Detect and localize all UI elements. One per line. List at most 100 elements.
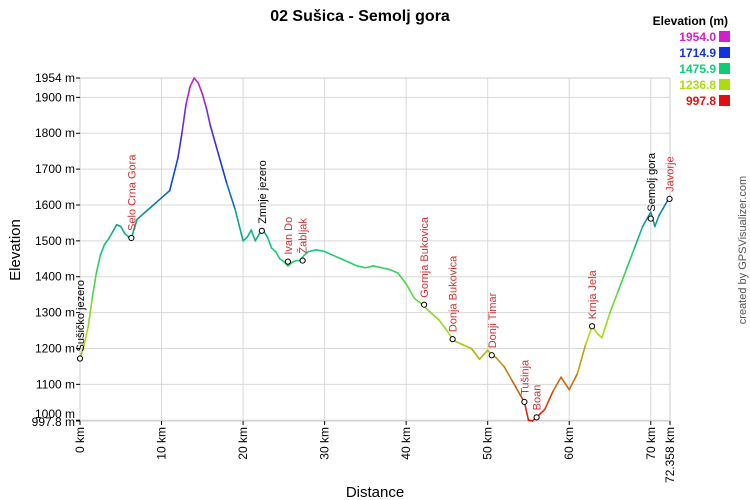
y-tick-label: 1000 m — [35, 407, 75, 421]
elevation-segment — [303, 250, 310, 257]
waypoint-marker — [258, 227, 265, 234]
legend-label: 1236.8 — [679, 78, 716, 92]
elevation-segment — [584, 325, 593, 346]
elevation-segment — [181, 103, 187, 135]
y-tick-label: 1954 m — [35, 71, 75, 85]
y-tick-label: 1600 m — [35, 198, 75, 212]
y-tick-label: 1400 m — [35, 270, 75, 284]
elevation-segment — [95, 254, 102, 274]
elevation-segment — [201, 92, 208, 109]
elevation-segment — [242, 236, 248, 242]
x-axis-label: Distance — [346, 484, 404, 500]
elevation-segment — [91, 272, 98, 300]
elevation-segment — [189, 77, 195, 88]
elevation-segment — [560, 376, 571, 391]
elevation-segment — [380, 266, 391, 271]
waypoint-marker — [521, 398, 528, 406]
waypoint-label: Sušičko jezero — [75, 280, 87, 352]
elevation-segment — [107, 231, 114, 240]
chart-title: 02 Sušica - Semolj gora — [270, 8, 450, 25]
waypoint-marker — [647, 215, 654, 222]
legend-swatch — [719, 31, 730, 42]
elevation-segment — [136, 211, 147, 221]
elevation-segment — [645, 211, 652, 221]
elevation-segment — [246, 229, 253, 239]
elevation-segment — [617, 268, 628, 292]
elevation-segment — [413, 297, 424, 306]
waypoint-marker — [588, 323, 596, 330]
waypoint-label: Semolj gora — [646, 152, 658, 212]
elevation-segment — [364, 265, 375, 269]
elevation-segment — [356, 265, 367, 269]
elevation-segment — [601, 311, 611, 339]
waypoint-label: Boan — [532, 385, 544, 411]
y-axis-label: Elevation — [7, 219, 24, 281]
waypoint-label: Ivan Do — [283, 217, 295, 255]
x-tick-label: 20 km — [236, 427, 250, 460]
y-tick-label: 1100 m — [36, 377, 75, 391]
elevation-segment — [323, 250, 334, 257]
elevation-segment — [511, 379, 522, 396]
elevation-segment — [315, 249, 326, 253]
elevation-segment — [348, 261, 359, 267]
elevation-segment — [99, 243, 106, 257]
waypoint-marker — [128, 234, 135, 242]
waypoint-marker — [420, 301, 428, 308]
waypoint-marker — [76, 355, 84, 362]
legend: 1954.0 1714.9 1475.9 1236.8 997.8 — [679, 30, 730, 108]
elevation-segment — [152, 197, 163, 206]
x-tick-label: 70 km — [644, 427, 658, 460]
waypoint-label: Krnja Jela — [587, 269, 599, 319]
waypoints: Sušičko jezero Selo Crna Gora Zmnje jezero… — [75, 152, 677, 421]
elevation-segment — [405, 283, 416, 300]
elevation-segment — [274, 250, 281, 260]
x-axis-ticks: 0 km 10 km 20 km 30 km 40 km 50 km 60 km 70 km 7… — [73, 421, 677, 483]
elevation-segment — [197, 82, 204, 95]
elevation-segment — [503, 365, 513, 382]
elevation-segment — [658, 207, 664, 217]
elevation-segment — [523, 401, 530, 422]
elevation-segment — [372, 265, 383, 269]
y-tick-label: 1500 m — [35, 234, 75, 248]
elevation-segment — [625, 247, 636, 271]
plot-frame — [79, 77, 671, 422]
elevation-segment — [478, 349, 489, 361]
legend-label: 1475.9 — [679, 62, 716, 76]
waypoint-label: Tušinja — [519, 359, 531, 395]
elevation-segment — [168, 157, 179, 192]
elevation-segment — [144, 204, 155, 213]
elevation-segment — [160, 189, 171, 199]
elevation-segment — [287, 261, 293, 267]
legend-swatch — [719, 95, 730, 106]
elevation-segment — [470, 347, 481, 361]
waypoint-label: Javorje — [665, 156, 677, 191]
elevation-segment — [87, 297, 94, 328]
waypoint-marker — [488, 352, 495, 359]
legend-label: 997.8 — [686, 94, 716, 108]
legend-swatch — [719, 47, 730, 58]
elevation-segment — [119, 225, 126, 235]
elevation-segment — [83, 326, 89, 346]
elevation-segment — [130, 218, 138, 239]
credit-text: created by GPSVisualizer.com — [737, 176, 749, 324]
x-tick-label: 40 km — [399, 427, 413, 460]
elevation-segment — [331, 254, 342, 260]
elevation-segment — [185, 85, 191, 106]
elevation-segment — [437, 318, 448, 332]
elevation-segment — [495, 356, 505, 368]
elevation-segment — [340, 257, 350, 264]
elevation-segment — [633, 225, 644, 249]
waypoint-label: Žabljak — [297, 218, 310, 254]
x-tick-label: 60 km — [562, 427, 576, 460]
elevation-segment — [234, 207, 244, 242]
elevation-segment — [543, 390, 554, 411]
elevation-segment — [429, 311, 440, 321]
legend-label: 1714.9 — [679, 46, 716, 60]
waypoint-marker — [449, 336, 456, 343]
elevation-segment — [609, 290, 619, 314]
waypoint-label: Donji Timar — [487, 292, 499, 348]
legend-swatch — [719, 79, 730, 90]
x-tick-label: 30 km — [318, 427, 332, 460]
elevation-segment — [454, 340, 465, 346]
